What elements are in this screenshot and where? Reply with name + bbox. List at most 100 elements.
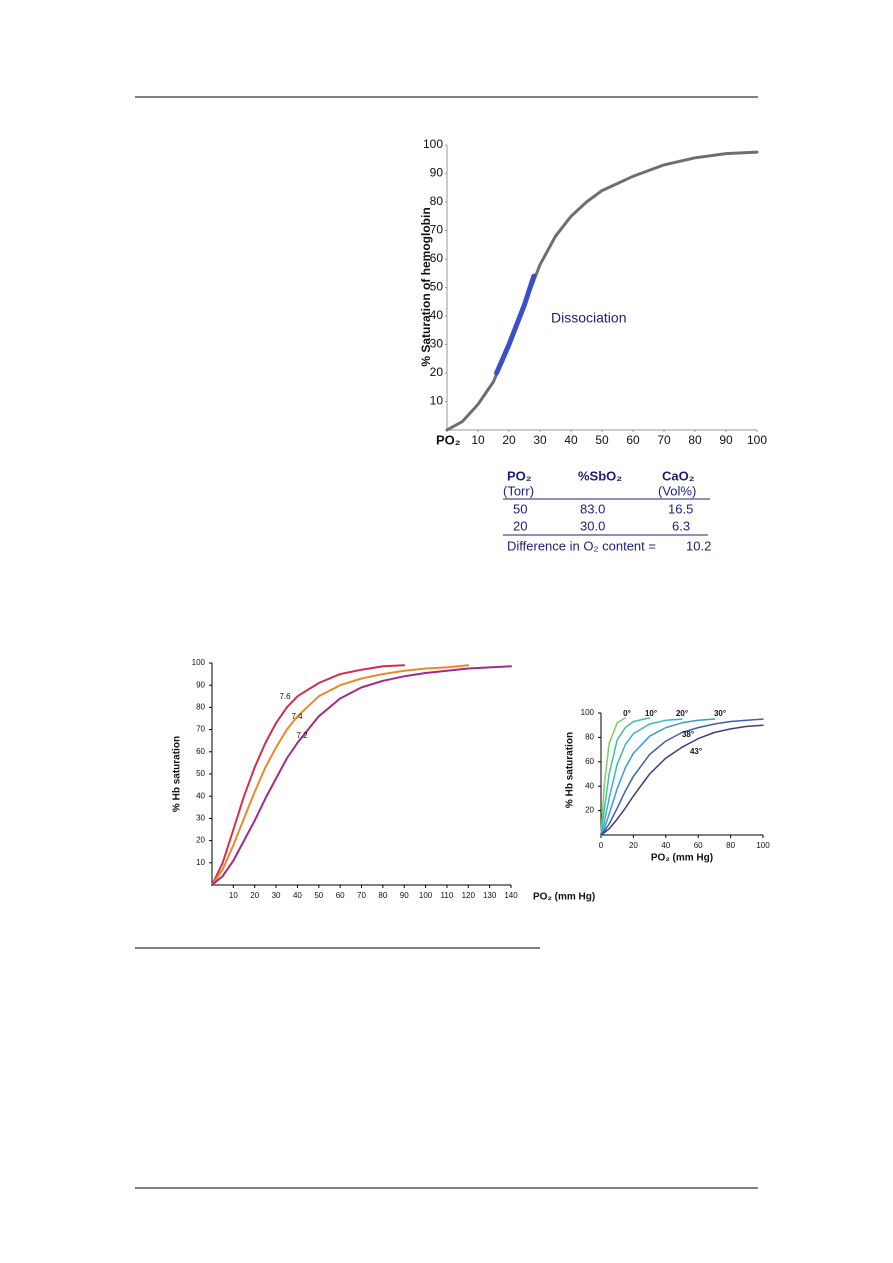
x-tick-label: 60	[626, 433, 640, 447]
chart: 20 40 60 80 100 0 20 40 60 80 100 PO₂ (mm Hg) % Hb s…	[565, 708, 771, 864]
x-tick-label: 40	[564, 433, 578, 447]
y-axis-label: % Hb saturation	[172, 736, 183, 812]
y-tick-label: 30	[196, 814, 205, 823]
table-unit: (Vol%)	[658, 483, 696, 498]
table-header: %SbO₂	[578, 468, 622, 483]
y-tick-label: 90	[430, 166, 444, 180]
y-tick-label: 20	[585, 806, 594, 815]
x-tick-label: 20	[250, 891, 259, 900]
table-cell: 83.0	[580, 501, 605, 516]
x-tick-label: 0	[599, 841, 604, 850]
x-tick-label: 40	[293, 891, 302, 900]
curve-label: 38°	[682, 730, 694, 739]
x-tick-label: 30	[533, 433, 547, 447]
x-tick-label: 130	[483, 891, 497, 900]
curve-label: 43°	[690, 747, 702, 756]
curve-label: 7.2	[296, 731, 308, 740]
x-tick-label: 60	[694, 841, 703, 850]
x-tick-label: 20	[629, 841, 638, 850]
curve-label: 0°	[623, 709, 631, 718]
y-tick-label: 60	[196, 747, 205, 756]
x-tick-label: 100	[747, 433, 767, 447]
x-tick-label: 50	[314, 891, 323, 900]
curve	[494, 273, 537, 376]
table-header: CaO₂	[662, 468, 695, 483]
summary-table: PO₂ %SbO₂ CaO₂ (Torr) (Vol%) 50 83.0 16.…	[503, 468, 711, 553]
x-axis-label: PO₂ (mm Hg)	[651, 853, 713, 864]
table-footer-label: Difference in O₂ content =	[507, 538, 656, 553]
chart: 10 20 30 40 50 60 70 80 90 100 10 20 30 40 50 60 70 80 90 1…	[172, 658, 596, 903]
y-tick-label: 50	[430, 280, 444, 294]
x-tick-label: 110	[441, 891, 454, 900]
curve	[211, 664, 406, 886]
y-tick-label: 10	[196, 858, 205, 867]
y-tick-label: 90	[196, 680, 205, 689]
table-cell: 20	[513, 518, 527, 533]
curve-label: 7.6	[279, 692, 291, 701]
x-tick-label: 100	[756, 841, 770, 850]
x-tick-label: 70	[657, 433, 671, 447]
y-tick-label: 80	[430, 194, 444, 208]
table-cell: 30.0	[580, 518, 605, 533]
table-cell: 6.3	[672, 518, 690, 533]
x-tick-label: 60	[336, 891, 345, 900]
x-tick-label: 50	[595, 433, 609, 447]
y-tick-label: 80	[196, 703, 205, 712]
y-tick-label: 100	[423, 137, 443, 151]
y-tick-label: 50	[196, 769, 205, 778]
curve	[600, 717, 651, 836]
chart: 10 20 30 40 50 60 70 80 90 100 10 20 30 40 50 60 70 80 90 1…	[419, 137, 767, 447]
x-tick-label: 80	[378, 891, 387, 900]
curve	[211, 664, 470, 886]
x-axis-label: PO₂	[436, 432, 461, 447]
y-axis-label: % Hb saturation	[565, 732, 576, 808]
curve-label: 10°	[645, 709, 657, 718]
curve	[600, 717, 627, 836]
table-footer-value: 10.2	[686, 538, 711, 553]
y-tick-label: 70	[430, 223, 444, 237]
curve	[600, 724, 764, 836]
table-cell: 50	[513, 501, 527, 516]
x-tick-label: 30	[272, 891, 281, 900]
x-tick-label: 90	[400, 891, 409, 900]
table-header: PO₂	[507, 468, 532, 483]
y-tick-label: 100	[581, 708, 595, 717]
curve	[600, 718, 764, 836]
curve	[445, 150, 759, 432]
table-cell: 16.5	[668, 501, 693, 516]
y-tick-label: 20	[196, 836, 205, 845]
x-tick-label: 120	[462, 891, 476, 900]
x-tick-label: 70	[357, 891, 366, 900]
x-tick-label: 80	[688, 433, 702, 447]
y-tick-label: 40	[196, 791, 205, 800]
curve	[211, 665, 512, 886]
curve-label: 7.4	[291, 712, 303, 721]
y-tick-label: 30	[430, 337, 444, 351]
y-tick-label: 10	[430, 394, 444, 408]
x-tick-label: 10	[229, 891, 238, 900]
y-tick-label: 70	[196, 725, 205, 734]
x-tick-label: 80	[726, 841, 735, 850]
x-tick-label: 140	[504, 891, 518, 900]
table-unit: (Torr)	[503, 483, 534, 498]
curve-label: 30°	[714, 709, 726, 718]
y-tick-label: 20	[430, 365, 444, 379]
y-tick-label: 40	[430, 308, 444, 322]
y-tick-label: 80	[585, 733, 594, 742]
curve	[600, 718, 716, 836]
x-tick-label: 40	[661, 841, 670, 850]
x-tick-label: 100	[419, 891, 433, 900]
x-tick-label: 20	[502, 433, 516, 447]
annotation: Dissociation	[551, 310, 626, 326]
curve-label: 20°	[676, 709, 688, 718]
y-tick-label: 100	[192, 658, 206, 667]
y-tick-label: 60	[585, 757, 594, 766]
curve	[600, 718, 683, 836]
x-axis-label: PO₂ (mm Hg)	[533, 892, 595, 903]
x-tick-label: 90	[719, 433, 733, 447]
y-tick-label: 40	[585, 781, 594, 790]
y-tick-label: 60	[430, 251, 444, 265]
y-axis-label: % Saturation of hemoglobin	[419, 207, 433, 366]
x-tick-label: 10	[471, 433, 485, 447]
